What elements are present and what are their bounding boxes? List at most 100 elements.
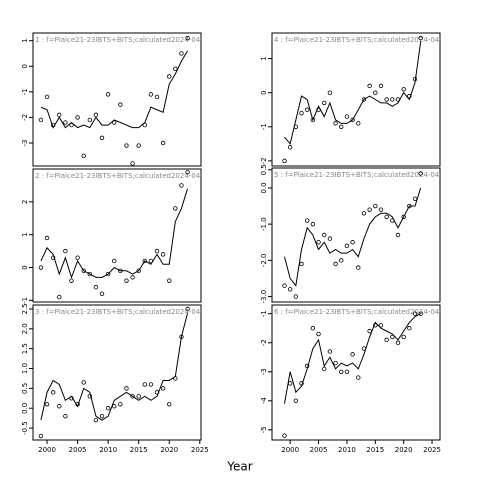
data-point bbox=[378, 83, 384, 89]
data-point bbox=[384, 97, 389, 102]
data-point bbox=[50, 390, 56, 395]
y-tick-label: -1 bbox=[21, 88, 29, 95]
data-point bbox=[412, 311, 418, 316]
series-line bbox=[284, 187, 422, 287]
data-point bbox=[136, 268, 141, 274]
y-tick-label: 1.0 bbox=[21, 363, 29, 374]
data-point bbox=[44, 235, 50, 241]
panel-title: 2 : f=Plaice21-23IBTS+BITS;calculated202… bbox=[35, 172, 230, 180]
data-point bbox=[148, 382, 154, 387]
data-point bbox=[185, 306, 190, 312]
data-point bbox=[63, 248, 68, 254]
data-point bbox=[130, 275, 135, 280]
y-tick-label: 1 bbox=[21, 38, 29, 42]
data-point bbox=[344, 369, 350, 374]
data-point bbox=[361, 97, 367, 102]
data-point bbox=[99, 413, 105, 419]
data-point bbox=[57, 294, 62, 300]
panel: 4 : f=Plaice21-23IBTS+BITS;calculated202… bbox=[260, 32, 469, 167]
x-tick-label: 2000 bbox=[281, 446, 299, 454]
data-point bbox=[356, 375, 361, 380]
y-tick-label: -0.5 bbox=[21, 421, 29, 435]
data-point bbox=[136, 394, 141, 399]
data-point bbox=[401, 214, 406, 220]
panel-title: 5 : f=Plaice21-23IBTS+BITS;calculated202… bbox=[274, 171, 469, 179]
data-point bbox=[293, 398, 299, 404]
data-point bbox=[356, 265, 361, 270]
x-tick-label: 2000 bbox=[38, 446, 56, 454]
series-line bbox=[283, 313, 421, 404]
data-point bbox=[87, 117, 93, 123]
data-point bbox=[304, 218, 310, 223]
data-point bbox=[160, 252, 166, 257]
data-point bbox=[69, 278, 74, 283]
data-point bbox=[304, 107, 310, 112]
data-point bbox=[124, 386, 129, 391]
y-tick-label: -2 bbox=[260, 339, 268, 346]
panel: 5 : f=Plaice21-23IBTS+BITS;calculated202… bbox=[260, 164, 469, 304]
data-point bbox=[142, 122, 147, 128]
data-point bbox=[384, 337, 389, 343]
data-point bbox=[361, 211, 367, 216]
data-point bbox=[44, 402, 50, 407]
data-point bbox=[367, 207, 372, 212]
panel-frame bbox=[32, 304, 202, 441]
panel-frame bbox=[271, 167, 441, 303]
data-point bbox=[282, 283, 287, 288]
data-point bbox=[154, 248, 160, 254]
data-point bbox=[378, 323, 384, 328]
data-point bbox=[63, 413, 68, 419]
data-point bbox=[339, 258, 344, 263]
series-line bbox=[40, 50, 188, 129]
data-point bbox=[401, 87, 406, 92]
y-tick-label: -1 bbox=[260, 310, 268, 317]
x-tick-label: 2020 bbox=[395, 446, 413, 454]
y-tick-label: -3 bbox=[260, 368, 268, 375]
data-point bbox=[105, 92, 111, 97]
data-point bbox=[390, 334, 395, 340]
data-point bbox=[185, 170, 190, 175]
panel-title: 4 : f=Plaice21-23IBTS+BITS;calculated202… bbox=[274, 36, 469, 44]
data-point bbox=[293, 294, 299, 299]
y-tick-label: -2 bbox=[260, 157, 268, 164]
data-point bbox=[118, 402, 123, 407]
data-point bbox=[118, 102, 123, 107]
panel-frame bbox=[271, 304, 441, 441]
data-point bbox=[418, 171, 423, 176]
x-tick-label: 2020 bbox=[160, 446, 178, 454]
data-point bbox=[179, 51, 184, 56]
x-tick-label: 2010 bbox=[99, 446, 117, 454]
panel: 3 : f=Plaice21-23IBTS+BITS;calculated202… bbox=[21, 303, 209, 454]
data-point bbox=[93, 285, 99, 290]
data-point bbox=[333, 121, 338, 126]
data-point bbox=[327, 236, 333, 241]
data-point bbox=[57, 404, 62, 409]
data-point bbox=[130, 394, 135, 399]
y-tick-label: 2 bbox=[21, 200, 29, 204]
y-tick-label: 0.0 bbox=[21, 403, 29, 414]
data-point bbox=[112, 120, 117, 125]
data-point bbox=[105, 406, 111, 411]
data-point bbox=[350, 352, 355, 357]
data-point bbox=[350, 240, 355, 245]
data-point bbox=[167, 74, 172, 79]
y-tick-label: -3.0 bbox=[260, 290, 268, 304]
data-point bbox=[322, 232, 327, 238]
data-point bbox=[344, 114, 350, 119]
data-point bbox=[356, 121, 361, 126]
data-point bbox=[339, 369, 344, 374]
series-line bbox=[284, 41, 422, 145]
data-point bbox=[327, 349, 333, 354]
data-point bbox=[38, 265, 44, 270]
panel: 1 : f=Plaice21-23IBTS+BITS;calculated202… bbox=[21, 32, 202, 167]
y-tick-label: -1.0 bbox=[260, 217, 268, 231]
data-point bbox=[124, 278, 129, 283]
data-point bbox=[344, 243, 350, 249]
data-point bbox=[38, 117, 44, 123]
panel-frame bbox=[271, 32, 441, 167]
data-point bbox=[136, 143, 141, 148]
data-point bbox=[310, 221, 316, 227]
series-line bbox=[40, 188, 189, 279]
data-point bbox=[75, 115, 80, 120]
